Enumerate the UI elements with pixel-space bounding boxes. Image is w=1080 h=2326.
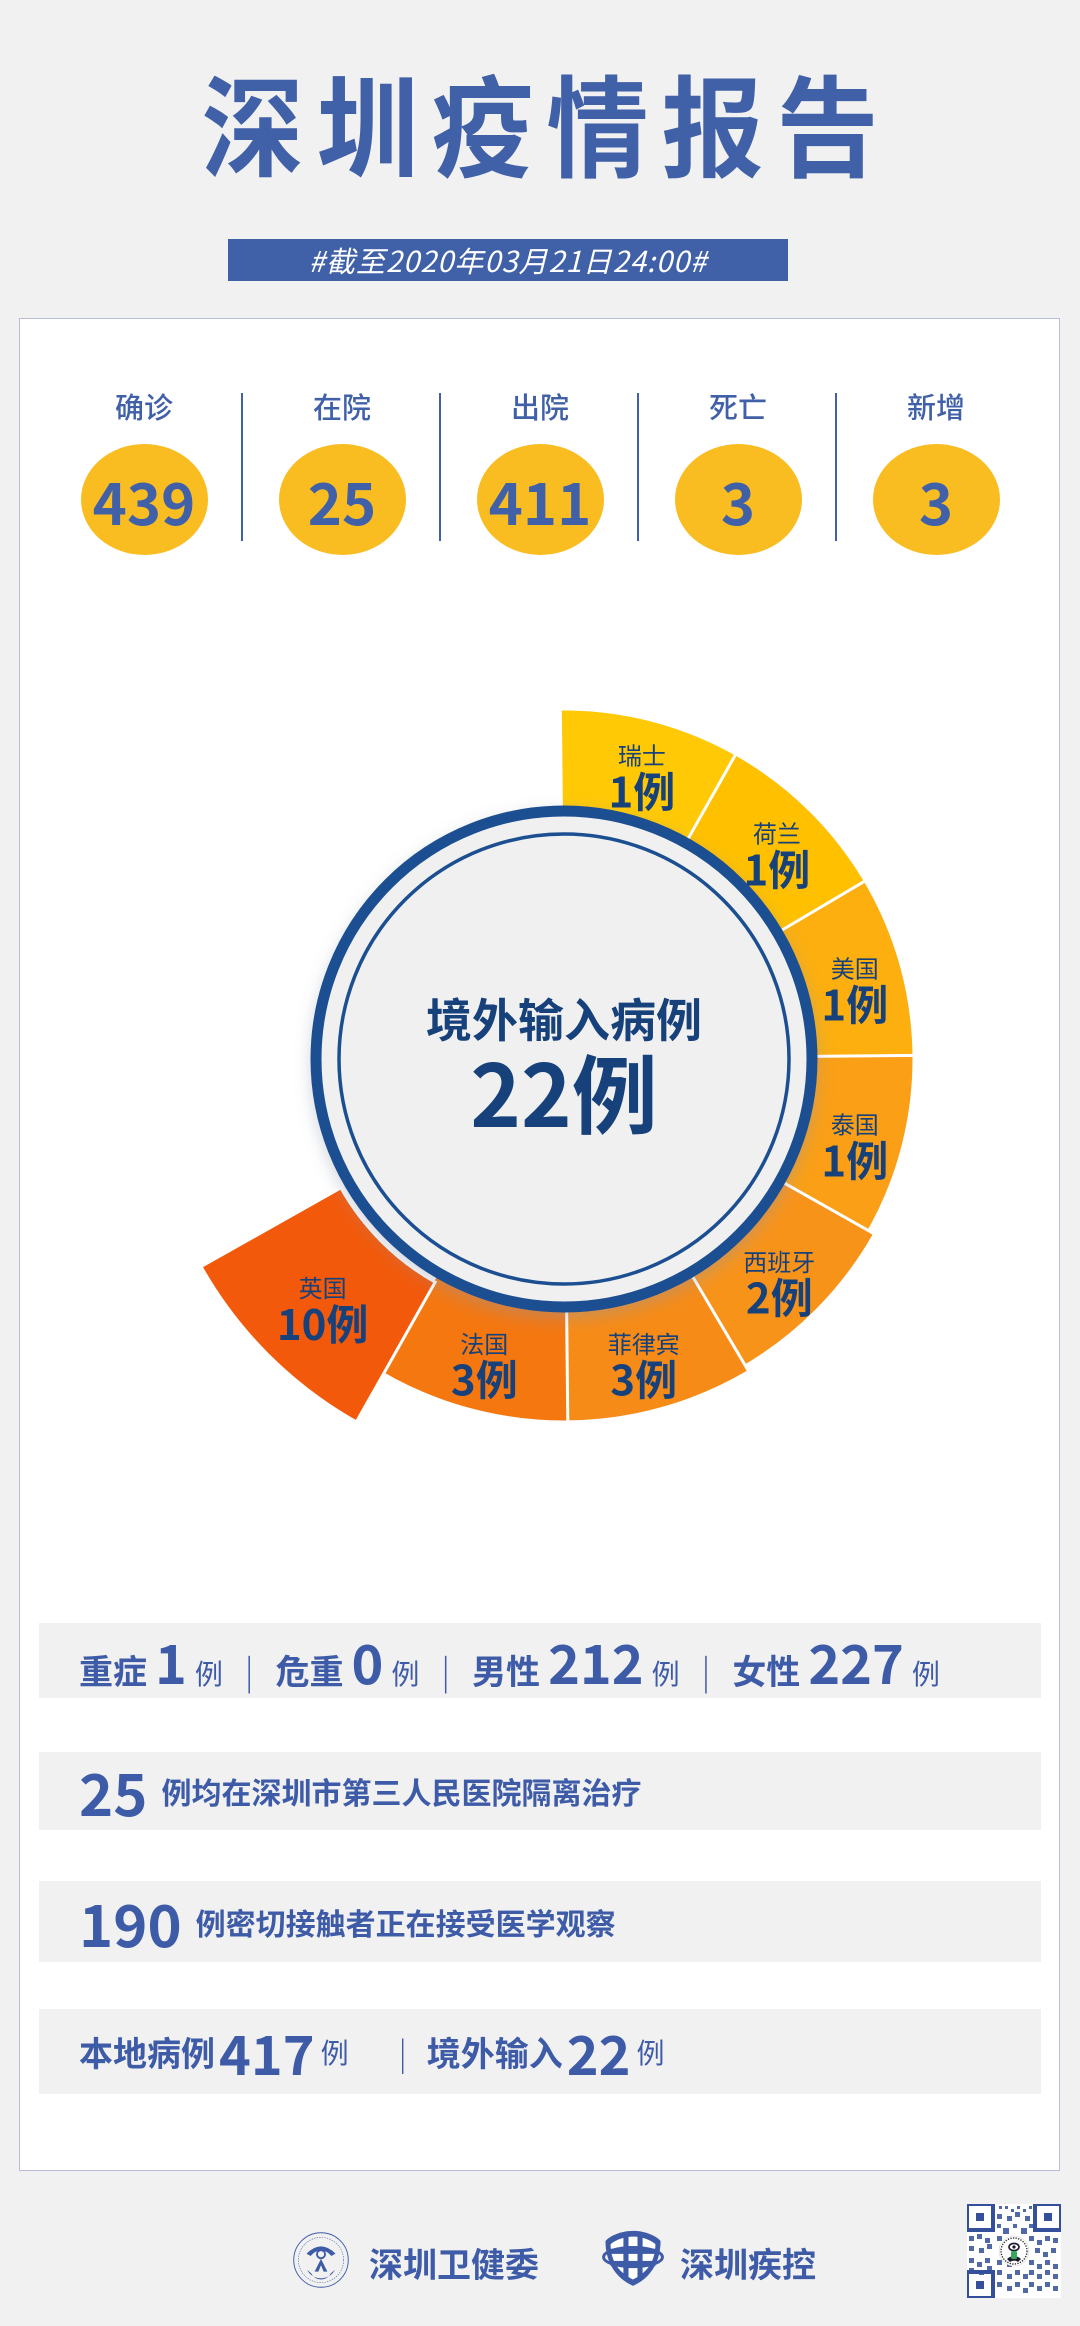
- svg-text:3例: 3例: [610, 1348, 677, 1409]
- svg-text:1例: 1例: [821, 973, 888, 1034]
- svg-text:10例: 10例: [277, 1292, 369, 1353]
- svg-text:1例: 1例: [609, 760, 676, 821]
- svg-text:2例: 2例: [746, 1266, 813, 1327]
- svg-text:1例: 1例: [821, 1128, 888, 1189]
- svg-text:1例: 1例: [744, 838, 811, 899]
- svg-text:22例: 22例: [470, 1027, 657, 1152]
- svg-text:3例: 3例: [451, 1348, 518, 1409]
